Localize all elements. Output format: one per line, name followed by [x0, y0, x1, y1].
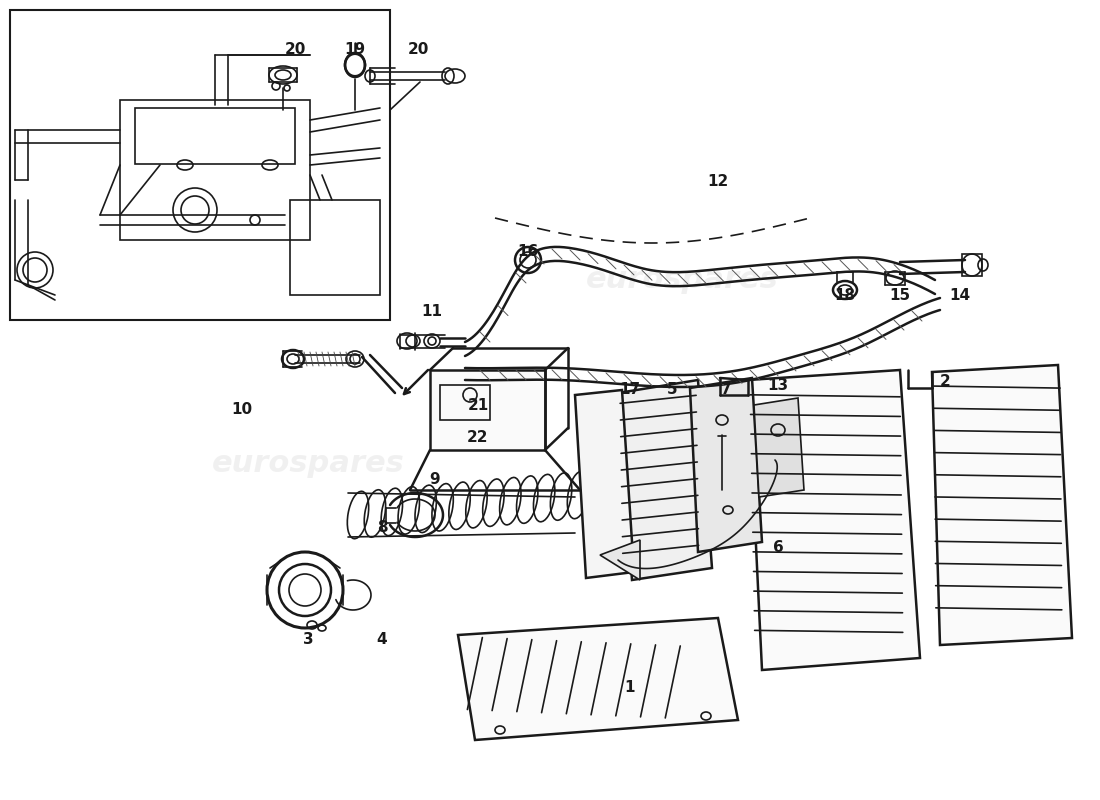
Bar	[120, 100, 310, 240]
Text: 10: 10	[231, 402, 253, 418]
Bar	[135, 108, 295, 164]
Polygon shape	[575, 390, 634, 578]
Polygon shape	[932, 365, 1072, 645]
Text: 1: 1	[625, 681, 636, 695]
Polygon shape	[754, 398, 804, 497]
Text: 3: 3	[302, 633, 313, 647]
Text: 21: 21	[468, 398, 488, 413]
Polygon shape	[458, 618, 738, 740]
Ellipse shape	[442, 68, 454, 84]
Text: eurospares: eurospares	[211, 450, 405, 478]
Text: 14: 14	[949, 289, 970, 303]
Text: 22: 22	[468, 430, 488, 446]
Polygon shape	[690, 378, 762, 552]
Text: 16: 16	[517, 245, 539, 259]
Text: 2: 2	[939, 374, 950, 390]
Text: 20: 20	[407, 42, 429, 58]
Text: 8: 8	[376, 521, 387, 535]
Text: 7: 7	[720, 382, 732, 398]
Text: eurospares: eurospares	[585, 266, 779, 294]
Bar	[10, 10, 390, 320]
Polygon shape	[618, 380, 712, 580]
Polygon shape	[748, 370, 920, 670]
Text: 17: 17	[619, 382, 640, 398]
Text: 19: 19	[344, 42, 365, 58]
Polygon shape	[600, 540, 640, 580]
Bar	[440, 385, 490, 420]
Text: 4: 4	[376, 633, 387, 647]
Text: 15: 15	[890, 289, 911, 303]
Text: 11: 11	[421, 305, 442, 319]
Text: 20: 20	[284, 42, 306, 58]
Text: 13: 13	[768, 378, 789, 393]
Text: 6: 6	[772, 541, 783, 555]
Bar	[962, 254, 982, 276]
Text: 18: 18	[835, 289, 856, 303]
Text: 12: 12	[707, 174, 728, 190]
Bar	[430, 370, 544, 450]
Text: 5: 5	[667, 382, 678, 398]
Text: 9: 9	[430, 473, 440, 487]
Bar	[290, 200, 380, 295]
